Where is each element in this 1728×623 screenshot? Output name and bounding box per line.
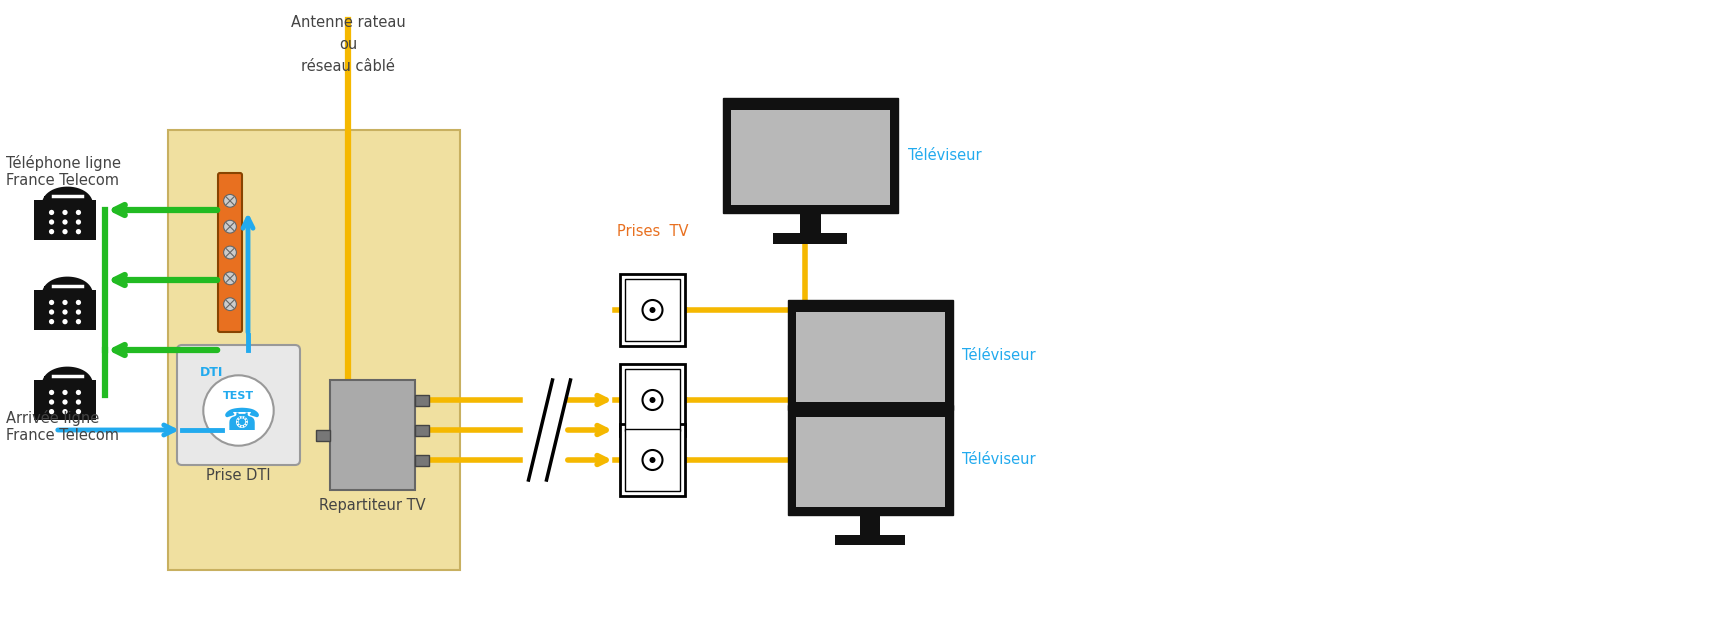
Text: Antenne rateau
ou
réseau câblé: Antenne rateau ou réseau câblé — [290, 15, 406, 74]
Text: ☎: ☎ — [223, 407, 261, 435]
Bar — [731, 110, 890, 204]
Circle shape — [62, 210, 67, 215]
Circle shape — [76, 310, 81, 315]
Bar — [835, 430, 905, 440]
Bar — [35, 379, 97, 421]
Bar — [626, 429, 681, 491]
Text: Arrivée ligne
France Telecom: Arrivée ligne France Telecom — [5, 410, 119, 444]
Circle shape — [48, 399, 54, 405]
Bar — [722, 98, 897, 212]
Text: Téléphone ligne
France Telecom: Téléphone ligne France Telecom — [5, 155, 121, 188]
Circle shape — [223, 221, 237, 233]
Bar — [620, 424, 684, 496]
FancyBboxPatch shape — [176, 345, 301, 465]
Circle shape — [62, 399, 67, 405]
Bar — [620, 274, 684, 346]
Circle shape — [643, 390, 662, 410]
Bar — [626, 279, 681, 341]
Bar — [795, 417, 945, 507]
Circle shape — [62, 409, 67, 414]
Text: Repartiteur TV: Repartiteur TV — [320, 498, 425, 513]
Bar — [168, 130, 460, 570]
Circle shape — [223, 194, 237, 207]
Circle shape — [48, 300, 54, 305]
Circle shape — [223, 246, 237, 259]
Circle shape — [650, 457, 655, 463]
Bar — [35, 199, 97, 240]
Circle shape — [62, 319, 67, 325]
Circle shape — [76, 319, 81, 325]
Circle shape — [76, 399, 81, 405]
Circle shape — [48, 229, 54, 234]
Bar — [81, 287, 90, 297]
Circle shape — [76, 229, 81, 234]
Circle shape — [62, 310, 67, 315]
Bar — [626, 369, 681, 431]
Bar — [45, 196, 54, 207]
Bar — [415, 424, 429, 435]
Text: Téléviseur: Téléviseur — [907, 148, 982, 163]
Bar — [415, 394, 429, 406]
Bar — [330, 380, 415, 490]
Circle shape — [48, 310, 54, 315]
Circle shape — [48, 219, 54, 225]
Bar — [35, 290, 97, 330]
Circle shape — [76, 300, 81, 305]
Circle shape — [76, 409, 81, 414]
Circle shape — [76, 210, 81, 215]
Circle shape — [650, 397, 655, 403]
Circle shape — [643, 300, 662, 320]
Circle shape — [62, 229, 67, 234]
Text: Téléviseur: Téléviseur — [962, 348, 1037, 363]
Bar — [45, 376, 54, 387]
Circle shape — [48, 390, 54, 395]
Bar — [45, 287, 54, 297]
Circle shape — [48, 409, 54, 414]
Bar — [620, 364, 684, 436]
FancyBboxPatch shape — [218, 173, 242, 332]
Bar — [835, 535, 905, 545]
Circle shape — [223, 298, 237, 311]
Text: Téléviseur: Téléviseur — [962, 452, 1037, 467]
Bar — [800, 212, 821, 233]
Bar — [415, 455, 429, 465]
Bar — [861, 410, 880, 430]
Bar — [81, 376, 90, 387]
Circle shape — [204, 375, 273, 445]
Text: Prises  TV: Prises TV — [617, 224, 688, 239]
Circle shape — [650, 307, 655, 313]
Bar — [788, 405, 952, 515]
Circle shape — [62, 390, 67, 395]
Circle shape — [643, 450, 662, 470]
Text: TEST: TEST — [223, 391, 254, 401]
Bar — [316, 429, 330, 440]
Bar — [861, 515, 880, 535]
Text: Prise DTI: Prise DTI — [206, 468, 271, 483]
Circle shape — [48, 319, 54, 325]
Circle shape — [62, 300, 67, 305]
Bar — [795, 312, 945, 402]
Circle shape — [62, 219, 67, 225]
Bar — [788, 300, 952, 410]
Bar — [81, 196, 90, 207]
Bar — [772, 233, 847, 244]
Circle shape — [76, 219, 81, 225]
Circle shape — [76, 390, 81, 395]
Circle shape — [48, 210, 54, 215]
Text: DTI: DTI — [200, 366, 223, 379]
Circle shape — [223, 272, 237, 285]
